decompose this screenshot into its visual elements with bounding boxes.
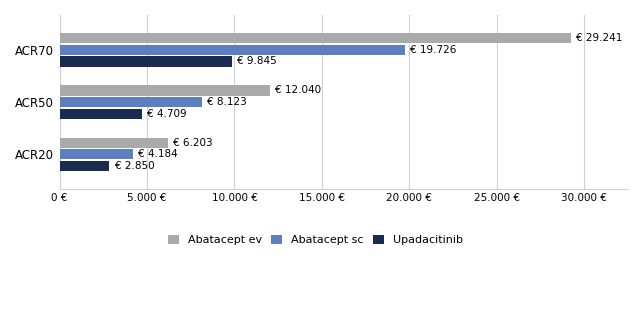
Bar bbox=[59, 45, 404, 55]
Text: € 9.845: € 9.845 bbox=[237, 57, 277, 66]
Bar bbox=[59, 161, 109, 171]
Bar bbox=[59, 85, 270, 95]
Bar bbox=[59, 138, 168, 148]
Text: € 2.850: € 2.850 bbox=[115, 161, 155, 171]
Text: € 19.726: € 19.726 bbox=[410, 45, 456, 55]
Bar bbox=[59, 33, 571, 43]
Text: € 4.184: € 4.184 bbox=[138, 149, 178, 159]
Text: € 12.040: € 12.040 bbox=[276, 85, 321, 95]
Text: € 8.123: € 8.123 bbox=[207, 97, 247, 107]
Text: € 4.709: € 4.709 bbox=[147, 109, 187, 119]
Bar bbox=[59, 97, 202, 107]
Bar bbox=[59, 56, 232, 66]
Text: € 29.241: € 29.241 bbox=[576, 33, 623, 43]
Bar bbox=[59, 149, 133, 160]
Bar bbox=[59, 109, 142, 119]
Text: € 6.203: € 6.203 bbox=[173, 138, 213, 148]
Legend: Abatacept ev, Abatacept sc, Upadacitinib: Abatacept ev, Abatacept sc, Upadacitinib bbox=[164, 231, 467, 250]
